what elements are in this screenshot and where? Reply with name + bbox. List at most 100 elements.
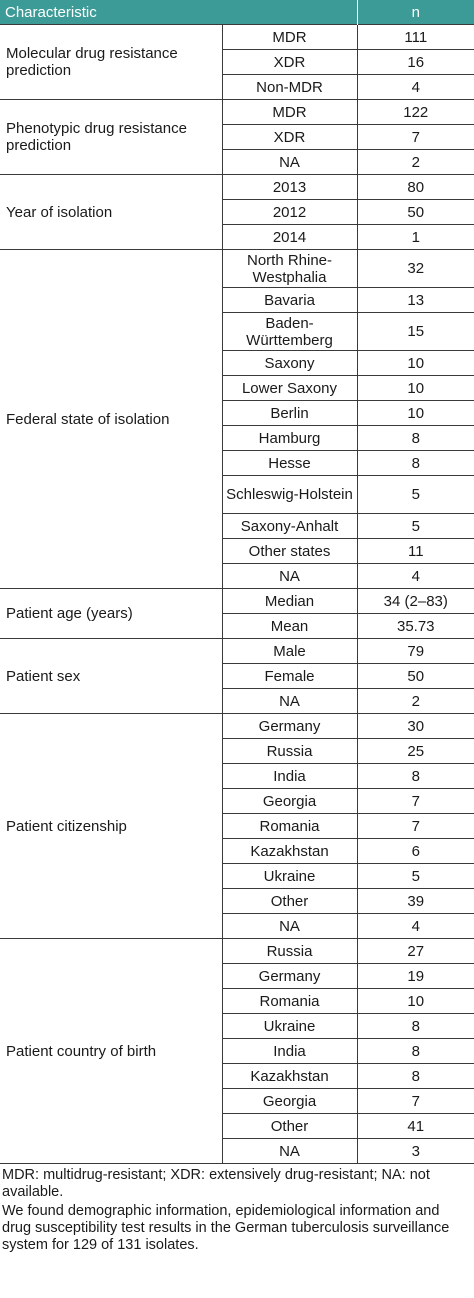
count-cell: 7 xyxy=(356,124,474,150)
characteristic-label: Federal state of isolation xyxy=(0,249,223,589)
characteristic-label: Year of isolation xyxy=(0,174,223,250)
category-cell: 2013 xyxy=(221,174,358,200)
table-row: Germany 19 xyxy=(0,963,474,989)
category-cell: Russia xyxy=(221,938,358,964)
category-cell: Mean xyxy=(222,613,358,639)
table-row: Mean 35.73 xyxy=(0,613,474,639)
count-cell: 6 xyxy=(356,838,474,864)
count-cell: 27 xyxy=(356,938,474,964)
characteristic-label: Patient citizenship xyxy=(0,713,223,939)
category-cell: Ukraine xyxy=(222,863,358,889)
count-cell: 50 xyxy=(356,199,474,225)
category-cell: Romania xyxy=(222,813,358,839)
table-row: Berlin 10 xyxy=(0,400,474,426)
characteristic-label: Patient age (years) xyxy=(0,588,223,639)
table-row: Saxony-Anhalt 5 xyxy=(0,513,474,539)
count-cell: 34 (2–83) xyxy=(356,588,474,614)
characteristic-label: Patient sex xyxy=(0,638,223,714)
category-cell: Schleswig-Holstein xyxy=(222,475,358,514)
table-row: Hamburg 8 xyxy=(0,425,474,451)
table-row: Georgia 7 xyxy=(0,788,474,814)
category-cell: Non-MDR xyxy=(222,74,358,100)
count-cell: 5 xyxy=(356,475,474,514)
category-cell: MDR xyxy=(221,99,358,125)
characteristic-label: Phenotypic drug resistance prediction xyxy=(0,99,223,175)
category-cell: Male xyxy=(221,638,358,664)
count-cell: 15 xyxy=(356,312,474,351)
table-row: Federal state of isolation North Rhine-We… xyxy=(0,249,474,589)
abbreviations-note: MDR: multidrug-resistant; XDR: extensive… xyxy=(2,1167,430,1200)
count-cell: 10 xyxy=(356,988,474,1014)
category-cell: NA xyxy=(222,688,358,714)
table-row: India 8 xyxy=(0,1038,474,1064)
characteristics-table: Characteristic n Molecular drug resistan… xyxy=(0,0,474,1164)
count-cell: 10 xyxy=(356,400,474,426)
category-cell: NA xyxy=(222,149,358,175)
count-cell: 10 xyxy=(356,350,474,376)
category-cell: NA xyxy=(222,563,358,589)
table-header-row: Characteristic n xyxy=(0,0,474,25)
count-cell: 39 xyxy=(356,888,474,914)
category-cell: 2012 xyxy=(222,199,358,225)
count-cell: 79 xyxy=(356,638,474,664)
category-cell: Median xyxy=(221,588,358,614)
count-cell: 5 xyxy=(356,513,474,539)
category-cell: Saxony xyxy=(222,350,358,376)
table-row: Other states 11 xyxy=(0,538,474,564)
table-row: Hesse 8 xyxy=(0,450,474,476)
category-cell: Female xyxy=(222,663,358,689)
table-row: NA 3 xyxy=(0,1138,474,1164)
count-cell: 8 xyxy=(356,1063,474,1089)
category-cell: Georgia xyxy=(222,1088,358,1114)
table-row: Other 39 xyxy=(0,888,474,914)
category-cell: Germany xyxy=(222,963,358,989)
category-cell: North Rhine-Westphalia xyxy=(221,249,358,288)
count-cell: 2 xyxy=(356,149,474,175)
count-cell: 111 xyxy=(356,24,474,50)
count-cell: 11 xyxy=(356,538,474,564)
footnotes: MDR: multidrug-resistant; XDR: extensive… xyxy=(0,1164,474,1254)
category-cell: India xyxy=(222,763,358,789)
category-cell: Other states xyxy=(222,538,358,564)
count-cell: 2 xyxy=(356,688,474,714)
category-cell: XDR xyxy=(222,49,358,75)
count-cell: 41 xyxy=(356,1113,474,1139)
count-cell: 1 xyxy=(356,224,474,250)
count-cell: 7 xyxy=(356,813,474,839)
table-row: Molecular drug resistance prediction MDR 1… xyxy=(0,24,474,100)
characteristic-label: Patient country of birth xyxy=(0,938,223,1164)
count-cell: 8 xyxy=(356,1038,474,1064)
category-cell: NA xyxy=(222,913,358,939)
table-row: NA 4 xyxy=(0,563,474,589)
count-cell: 30 xyxy=(356,713,474,739)
table-row: Romania 7 xyxy=(0,813,474,839)
characteristic-header: Characteristic xyxy=(0,0,358,25)
category-cell: Other xyxy=(222,1113,358,1139)
count-cell: 16 xyxy=(356,49,474,75)
category-cell: 2014 xyxy=(222,224,358,250)
n-header: n xyxy=(357,0,474,25)
table-row: Baden-Württemberg 15 xyxy=(0,312,474,351)
table-row: Kazakhstan 6 xyxy=(0,838,474,864)
table-row: Romania 10 xyxy=(0,988,474,1014)
category-cell: MDR xyxy=(221,24,358,50)
category-cell: Ukraine xyxy=(222,1013,358,1039)
category-cell: Baden-Württemberg xyxy=(222,312,358,351)
count-cell: 50 xyxy=(356,663,474,689)
category-cell: Germany xyxy=(221,713,358,739)
category-cell: Kazakhstan xyxy=(222,1063,358,1089)
count-cell: 7 xyxy=(356,1088,474,1114)
data-source-note: We found demographic information, epidem… xyxy=(2,1203,450,1253)
table-row: Patient age (years) Median 34 (2–83) xyxy=(0,588,474,639)
category-cell: Saxony-Anhalt xyxy=(222,513,358,539)
count-cell: 3 xyxy=(356,1138,474,1164)
category-cell: Russia xyxy=(222,738,358,764)
count-cell: 122 xyxy=(356,99,474,125)
table-row: Kazakhstan 8 xyxy=(0,1063,474,1089)
count-cell: 80 xyxy=(356,174,474,200)
table-row: 2014 1 xyxy=(0,224,474,250)
table-row: XDR 7 xyxy=(0,124,474,150)
count-cell: 13 xyxy=(356,287,474,313)
category-cell: India xyxy=(222,1038,358,1064)
table-row: NA 2 xyxy=(0,688,474,714)
